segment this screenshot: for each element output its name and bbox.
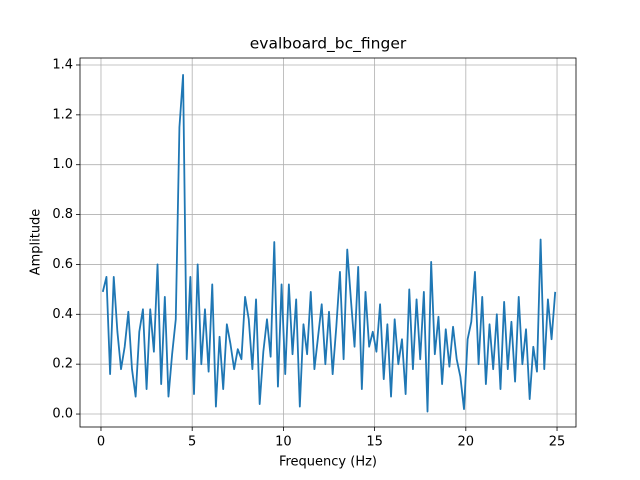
x-tick-label: 20 — [458, 435, 475, 450]
y-axis-label: Amplitude — [29, 209, 44, 276]
x-tick-label: 15 — [366, 435, 383, 450]
x-tick-label: 5 — [188, 435, 196, 450]
y-tick-label: 1.0 — [52, 157, 73, 172]
y-tick-label: 0.8 — [52, 207, 73, 222]
x-tick-label: 0 — [97, 435, 105, 450]
chart-title: evalboard_bc_finger — [250, 35, 407, 54]
y-tick-label: 0.4 — [52, 307, 73, 322]
y-tick-label: 0.0 — [52, 407, 73, 422]
y-tick-label: 1.2 — [52, 107, 73, 122]
y-tick-label: 1.4 — [52, 57, 73, 72]
y-tick-label: 0.6 — [52, 257, 73, 272]
plot-frame — [79, 57, 577, 428]
x-tick-label: 25 — [549, 435, 566, 450]
x-tick-label: 10 — [275, 435, 292, 450]
x-axis-label: Frequency (Hz) — [279, 455, 377, 470]
data-line — [101, 74, 557, 413]
y-tick-label: 0.2 — [52, 357, 73, 372]
